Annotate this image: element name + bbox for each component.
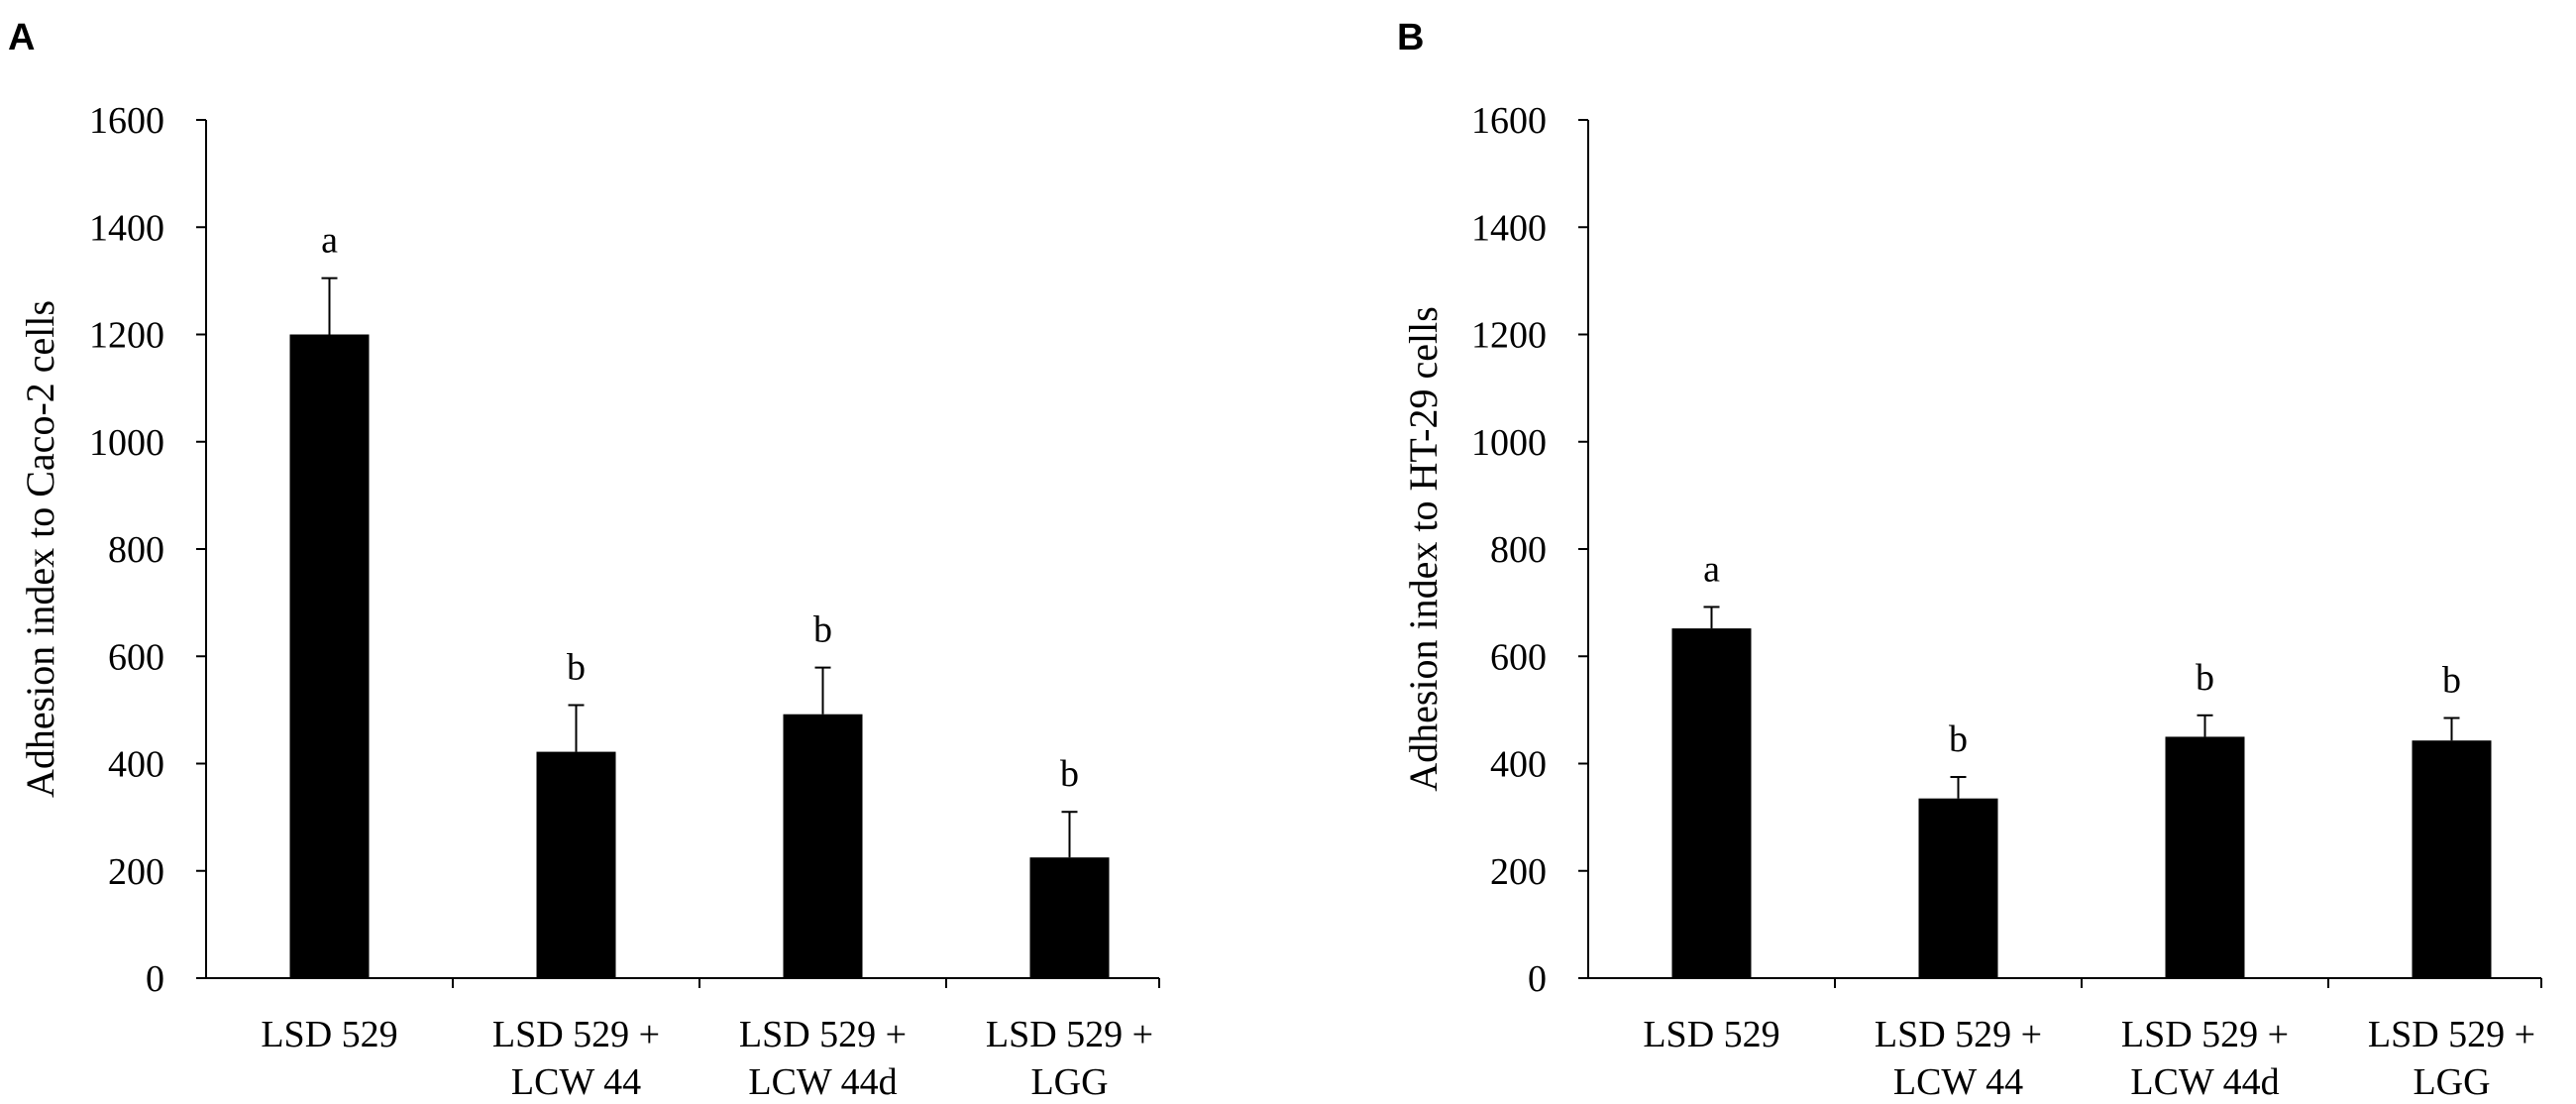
panel-a-significance-label: b (813, 609, 832, 651)
panel-a-category-label: LSD 529 + (492, 1014, 660, 1055)
panel-b-bar (1918, 798, 1998, 978)
panel-b-y-tick-label: 1600 (1471, 100, 1547, 142)
panel-a-y-tick-label: 400 (108, 744, 164, 786)
panel-a-y-tick-label: 800 (108, 529, 164, 571)
panel-b-category-label: LSD 529 + (2121, 1014, 2289, 1055)
panel-a-y-tick-label: 600 (108, 636, 164, 678)
panel-a-bar (289, 334, 370, 978)
panel-a-significance-label: b (1060, 753, 1079, 795)
panel-b-category-label: LCW 44 (1893, 1061, 2023, 1103)
panel-a-category-label: LCW 44 (511, 1061, 641, 1103)
panel-a-category-label: LSD 529 + (986, 1014, 1153, 1055)
panel-a-category-label: LGG (1030, 1061, 1108, 1103)
panel-b-y-tick-label: 200 (1490, 851, 1547, 893)
panel-a-y-axis-title: Adhesion index to Caco-2 cells (18, 300, 62, 798)
panel-b-significance-label: b (2196, 657, 2214, 699)
panel-b-significance-label: b (1949, 718, 1968, 760)
panel-b-y-tick-label: 800 (1490, 529, 1547, 571)
panel-a-significance-label: b (567, 647, 586, 689)
panel-b-category-label: LCW 44d (2130, 1061, 2279, 1103)
panel-b-y-tick-label: 400 (1490, 744, 1547, 786)
panel-a-bar (1029, 857, 1110, 978)
panel-b-y-tick-label: 600 (1490, 636, 1547, 678)
panel-b-label: B (1397, 17, 1424, 58)
panel-b-category-label: LSD 529 + (2368, 1014, 2535, 1055)
panel-a-y-tick-label: 1200 (89, 315, 164, 357)
panel-a-bar (536, 751, 616, 978)
panel-b-bar (1671, 628, 1752, 978)
panel-b-category-label: LGG (2413, 1061, 2490, 1103)
panel-a-y-tick-label: 200 (108, 851, 164, 893)
panel-b-bar (2412, 740, 2492, 978)
panel-b-bar (2165, 736, 2245, 978)
panel-a-category-label: LSD 529 (261, 1014, 397, 1055)
panel-a-y-tick-label: 0 (146, 958, 164, 1000)
panel-b-category-label: LSD 529 (1643, 1014, 1779, 1055)
panel-b-y-tick-label: 0 (1528, 958, 1547, 1000)
panel-a-significance-label: a (321, 220, 338, 262)
panel-a-label: A (8, 17, 35, 58)
panel-b-y-tick-label: 1400 (1471, 207, 1547, 249)
panel-b-significance-label: b (2442, 659, 2461, 701)
panel-b-y-tick-label: 1000 (1471, 422, 1547, 464)
panel-a-category-label: LCW 44d (748, 1061, 897, 1103)
panel-a-bar (783, 714, 863, 978)
panel-b-significance-label: a (1703, 548, 1720, 590)
panel-a-y-tick-label: 1000 (89, 422, 164, 464)
panel-a-y-tick-label: 1600 (89, 100, 164, 142)
panel-b-y-tick-label: 1200 (1471, 315, 1547, 357)
panel-a-y-tick-label: 1400 (89, 207, 164, 249)
panel-b-y-axis-title: Adhesion index to HT-29 cells (1401, 306, 1446, 792)
panel-a-category-label: LSD 529 + (739, 1014, 907, 1055)
panel-b-category-label: LSD 529 + (1875, 1014, 2042, 1055)
